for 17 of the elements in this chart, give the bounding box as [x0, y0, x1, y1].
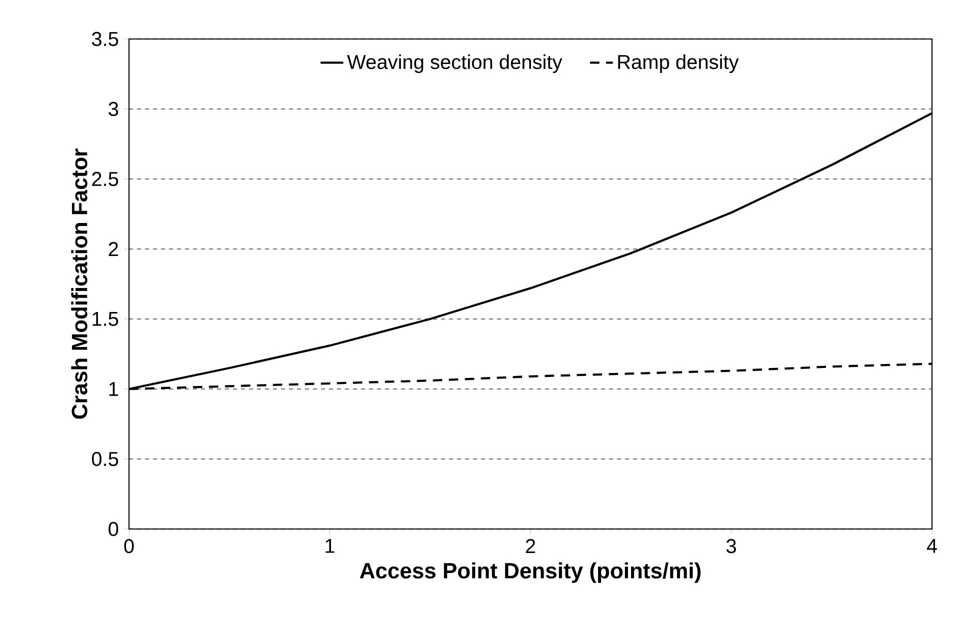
x-axis-title: Access Point Density (points/mi)	[360, 562, 701, 583]
y-tick-label: 0	[108, 522, 118, 536]
y-tick-label: 3	[108, 102, 118, 116]
legend-label: Ramp density	[618, 54, 739, 74]
x-tick-label: 4	[926, 539, 937, 553]
x-tick-label: 0	[124, 539, 134, 554]
y-tick-label: 2.5	[92, 172, 118, 186]
y-tick-label: 0.5	[92, 452, 118, 466]
legend-label: Weaving section density	[347, 54, 562, 74]
y-tick-label: 2	[108, 242, 118, 256]
y-tick-label: 3.5	[92, 32, 118, 46]
y-tick-label: 1	[109, 382, 118, 396]
x-tick-label: 2	[526, 539, 536, 554]
x-tick-label: 1	[326, 539, 334, 553]
y-tick-label: 1.5	[92, 312, 118, 326]
x-tick-label: 3	[726, 539, 736, 554]
y-axis-title: Crash Modification Factor	[71, 148, 88, 419]
